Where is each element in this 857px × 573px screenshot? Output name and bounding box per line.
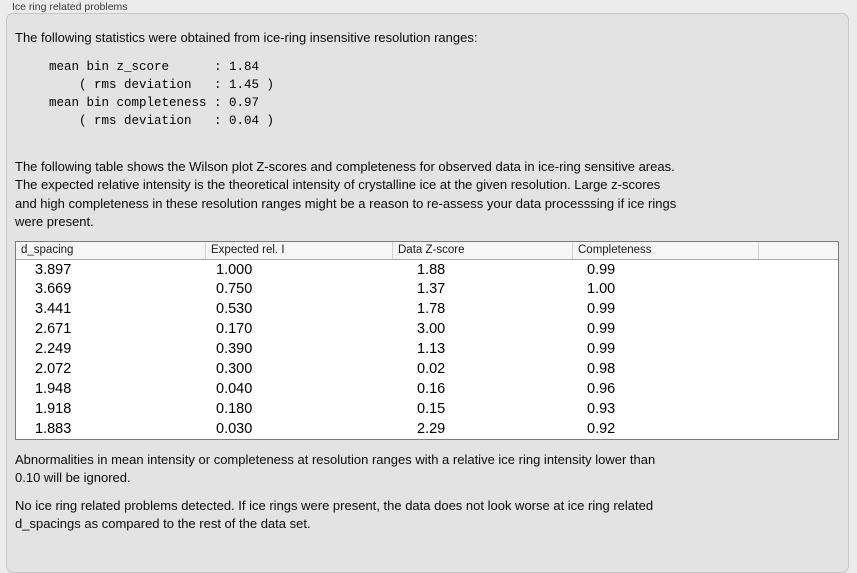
table-cell: 0.180 (216, 400, 253, 417)
table-cell: 0.170 (216, 321, 253, 338)
table-cell: 1.13 (417, 341, 446, 358)
table-row[interactable]: 1.918 0.180 0.15 0.93 (16, 399, 838, 419)
table-cell: 0.99 (587, 261, 616, 278)
table-cell: 0.99 (587, 341, 616, 358)
table-cell-empty (758, 399, 838, 419)
table-cell: 0.390 (216, 341, 253, 358)
table-cell: 1.37 (417, 281, 446, 298)
window: { "section": { "title": "Ice ring relate… (6, 1, 849, 573)
table-cell-empty (758, 260, 838, 280)
conclusion-text: No ice ring related problems detected. I… (15, 497, 654, 532)
table-cell: 2.249 (35, 341, 72, 358)
table-cell: 1.88 (417, 261, 446, 278)
table-row[interactable]: 1.948 0.040 0.16 0.96 (16, 379, 838, 399)
ice-ring-table: d_spacing Expected rel. I Data Z-score C… (15, 240, 839, 440)
table-cell-empty (758, 299, 838, 319)
table-cell-empty (758, 419, 838, 439)
section-title: Ice ring related problems (12, 1, 128, 13)
table-row[interactable]: 3.669 0.750 1.37 1.00 (16, 279, 838, 299)
table-cell: 2.29 (417, 420, 446, 437)
table-cell-empty (758, 279, 838, 299)
table-cell: 0.98 (587, 360, 616, 377)
column-header-data-z-score[interactable]: Data Z-score (392, 241, 572, 259)
table-cell-empty (758, 359, 838, 379)
table-cell: 1.78 (417, 301, 446, 318)
table-cell: 0.750 (216, 281, 253, 298)
table-cell: 3.669 (35, 281, 72, 298)
table-cell: 1.000 (216, 261, 253, 278)
table-cell: 1.918 (35, 400, 72, 417)
table-cell: 1.883 (35, 420, 72, 437)
table-row[interactable]: 3.441 0.530 1.78 0.99 (16, 299, 838, 319)
table-cell: 1.00 (587, 281, 616, 298)
ignore-note: Abnormalities in mean intensity or compl… (15, 451, 656, 486)
table-cell-empty (758, 319, 838, 339)
table-cell: 0.530 (216, 301, 253, 318)
table-cell: 0.99 (587, 321, 616, 338)
table-body: 3.897 1.000 1.88 0.99 3.669 0.750 1.37 1.00 3.44… (16, 260, 838, 439)
table-row[interactable]: 2.249 0.390 1.13 0.99 (16, 339, 838, 359)
column-header-empty (758, 241, 838, 259)
table-cell: 0.15 (417, 400, 446, 417)
description-text: The following table shows the Wilson plo… (15, 158, 677, 230)
table-cell: 0.16 (417, 380, 446, 397)
table-cell: 3.897 (35, 261, 72, 278)
column-header-completeness[interactable]: Completeness (572, 241, 758, 259)
table-cell: 3.441 (35, 301, 72, 318)
table-cell-empty (758, 339, 838, 359)
table-cell: 0.92 (587, 420, 616, 437)
table-row[interactable]: 1.883 0.030 2.29 0.92 (16, 419, 838, 439)
table-cell-empty (758, 379, 838, 399)
table-cell: 3.00 (417, 321, 446, 338)
stats-block: mean bin z_score : 1.84 ( rms deviation … (49, 59, 275, 128)
table-cell: 0.93 (587, 400, 616, 417)
table-row[interactable]: 2.072 0.300 0.02 0.98 (16, 359, 838, 379)
table-row[interactable]: 2.671 0.170 3.00 0.99 (16, 319, 838, 339)
table-cell: 1.948 (35, 380, 72, 397)
table-cell: 0.030 (216, 420, 253, 437)
table-cell: 0.02 (417, 360, 446, 377)
column-header-d-spacing[interactable]: d_spacing (21, 243, 74, 256)
ice-ring-panel: The following statistics were obtained f… (6, 13, 849, 573)
table-header: d_spacing Expected rel. I Data Z-score C… (16, 241, 838, 260)
table-cell: 0.040 (216, 380, 253, 397)
column-header-expected-rel-i[interactable]: Expected rel. I (205, 241, 392, 259)
table-cell: 0.300 (216, 360, 253, 377)
table-cell: 0.96 (587, 380, 616, 397)
intro-text: The following statistics were obtained f… (15, 30, 478, 45)
table-cell: 0.99 (587, 301, 616, 318)
table-cell: 2.671 (35, 321, 72, 338)
table-cell: 2.072 (35, 360, 72, 377)
table-row[interactable]: 3.897 1.000 1.88 0.99 (16, 260, 838, 280)
